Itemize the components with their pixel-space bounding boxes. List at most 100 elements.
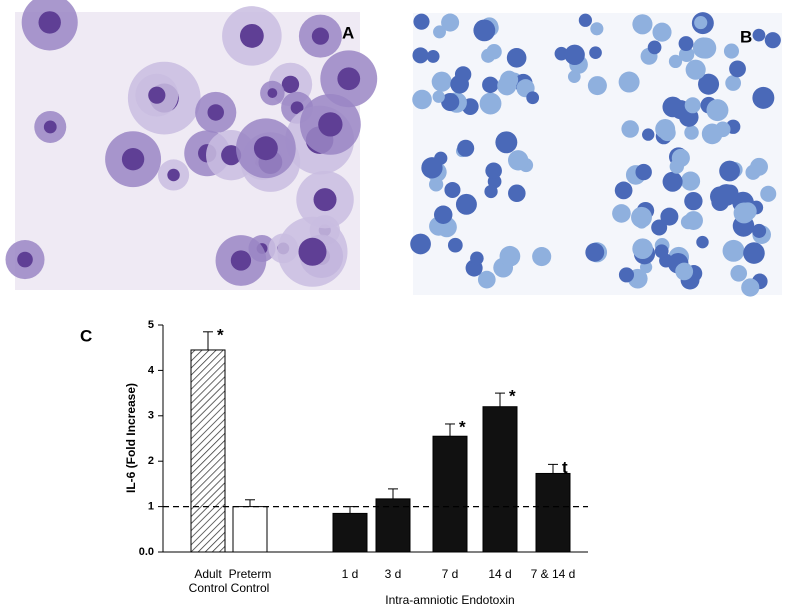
cell (632, 238, 653, 260)
cell (659, 124, 676, 142)
bar (535, 472, 571, 553)
cell (675, 263, 690, 279)
x-group-label: Intra-amniotic Endotoxin (385, 593, 514, 607)
cell (752, 223, 767, 238)
cell (714, 121, 731, 138)
cell (635, 163, 652, 181)
cell (441, 13, 460, 32)
cell (421, 157, 443, 179)
cell (729, 60, 746, 78)
y-tick-label: 4 (148, 364, 155, 376)
cell (447, 237, 463, 253)
nucleus (267, 88, 278, 98)
cell (722, 239, 745, 262)
nucleus (148, 86, 166, 104)
cell (745, 164, 761, 180)
y-axis-label: IL-6 (Fold Increase) (124, 383, 138, 493)
cell (662, 96, 684, 118)
y-tick-label: 5 (148, 319, 154, 331)
cell (706, 99, 729, 122)
cell (554, 46, 569, 61)
nucleus (313, 188, 337, 212)
cell (739, 202, 757, 221)
cell (457, 139, 475, 157)
cell (499, 245, 521, 267)
cell (671, 148, 690, 168)
cell (431, 71, 452, 92)
x-tick-label: 7 & 14 d (530, 567, 576, 581)
cell (668, 54, 683, 69)
cell (730, 265, 748, 282)
y-tick-label: 2 (148, 455, 154, 467)
cell (660, 207, 679, 226)
cell (632, 14, 653, 35)
cell (426, 50, 440, 63)
cell (652, 22, 672, 42)
cell (506, 48, 527, 68)
cell (433, 205, 453, 224)
cell (752, 86, 775, 109)
cell (486, 44, 502, 60)
nucleus (281, 75, 300, 94)
y-tick-label: 3 (148, 410, 154, 422)
x-tick-label: 7 d (441, 567, 459, 581)
nucleus (253, 136, 278, 161)
cell (485, 162, 502, 180)
cell (662, 171, 683, 192)
nucleus (230, 250, 252, 271)
cell (696, 235, 709, 249)
cell (642, 128, 655, 141)
cell (694, 16, 708, 30)
cell (651, 219, 668, 236)
nucleus (298, 237, 327, 266)
y-tick-label: 1 (148, 501, 154, 513)
nucleus (290, 101, 304, 115)
cell (587, 76, 607, 96)
cell (532, 247, 552, 267)
panel-label: A (342, 23, 354, 42)
cell (412, 47, 429, 64)
cell (479, 92, 502, 115)
nucleus (207, 104, 224, 121)
x-tick-label: Adult Control (188, 567, 228, 595)
cell (507, 150, 529, 171)
cell (614, 181, 633, 200)
x-tick-label: 14 d (488, 567, 512, 581)
y-tick-label: 0.0 (139, 546, 154, 558)
significance-marker: * (509, 387, 516, 406)
x-tick-label: Preterm Control (228, 567, 272, 595)
cell (635, 216, 648, 229)
significance-marker: t (562, 458, 568, 477)
cell (482, 76, 499, 94)
significance-marker: * (459, 417, 466, 436)
cell (578, 13, 592, 27)
cell (684, 97, 701, 114)
nucleus (239, 23, 264, 48)
bar (332, 512, 368, 553)
cell (567, 70, 581, 84)
cell (473, 19, 496, 42)
cell (743, 242, 765, 264)
cell (410, 233, 431, 255)
cell (585, 242, 605, 262)
cell (715, 184, 738, 206)
nucleus (121, 147, 145, 171)
cell (618, 267, 635, 283)
cell (508, 184, 526, 203)
cell (678, 46, 695, 62)
cell (684, 211, 703, 230)
micrograph-b (410, 12, 782, 297)
nucleus (167, 168, 180, 182)
nucleus (38, 11, 61, 34)
cell (760, 185, 777, 202)
cell (612, 204, 631, 223)
cell (484, 184, 498, 199)
bar (375, 498, 411, 553)
cell (680, 171, 701, 191)
micrograph-a (5, 0, 378, 290)
cell (413, 13, 430, 30)
cell (684, 191, 703, 211)
cell (470, 251, 484, 266)
panel-label: C (80, 326, 92, 345)
